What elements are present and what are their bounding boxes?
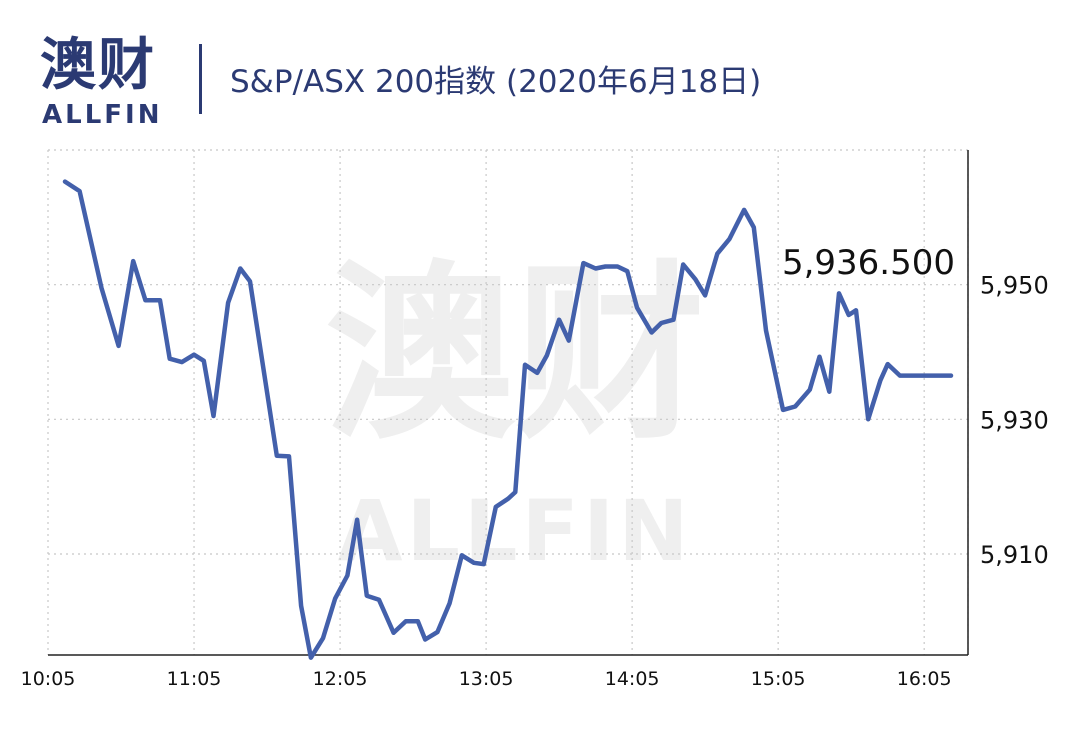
logo-chinese: 澳财 (40, 33, 156, 98)
header: 澳财 ALLFIN S&P/ASX 200指数 (2020年6月18日) (0, 0, 1067, 140)
axes: 10:05 11:05 12:05 13:05 14:05 15:05 16:05 5,910… (21, 150, 1049, 690)
series-line (62, 179, 954, 660)
x-tick-label: 14:05 (605, 668, 660, 690)
chart-title: S&P/ASX 200指数 (2020年6月18日) (230, 64, 762, 100)
y-tick-label: 5,910 (980, 541, 1049, 569)
labels: 5,936.500 (782, 243, 955, 283)
logo-english: ALLFIN (42, 100, 163, 130)
y-tick-label: 5,950 (980, 272, 1049, 300)
x-tick-label: 10:05 (21, 668, 76, 690)
x-tick-label: 15:05 (751, 668, 806, 690)
x-tick-label: 16:05 (897, 668, 952, 690)
x-tick-label: 12:05 (313, 668, 368, 690)
series (62, 179, 954, 660)
x-tick-label: 13:05 (459, 668, 514, 690)
header-divider (199, 44, 202, 114)
watermark-en: ALLFIN (338, 482, 693, 580)
watermark: 澳财 ALLFIN (325, 244, 705, 580)
watermark-cn: 澳财 (325, 244, 705, 465)
x-tick-label: 11:05 (167, 668, 222, 690)
last-value-label: 5,936.500 (782, 243, 955, 283)
y-tick-label: 5,930 (980, 406, 1049, 434)
